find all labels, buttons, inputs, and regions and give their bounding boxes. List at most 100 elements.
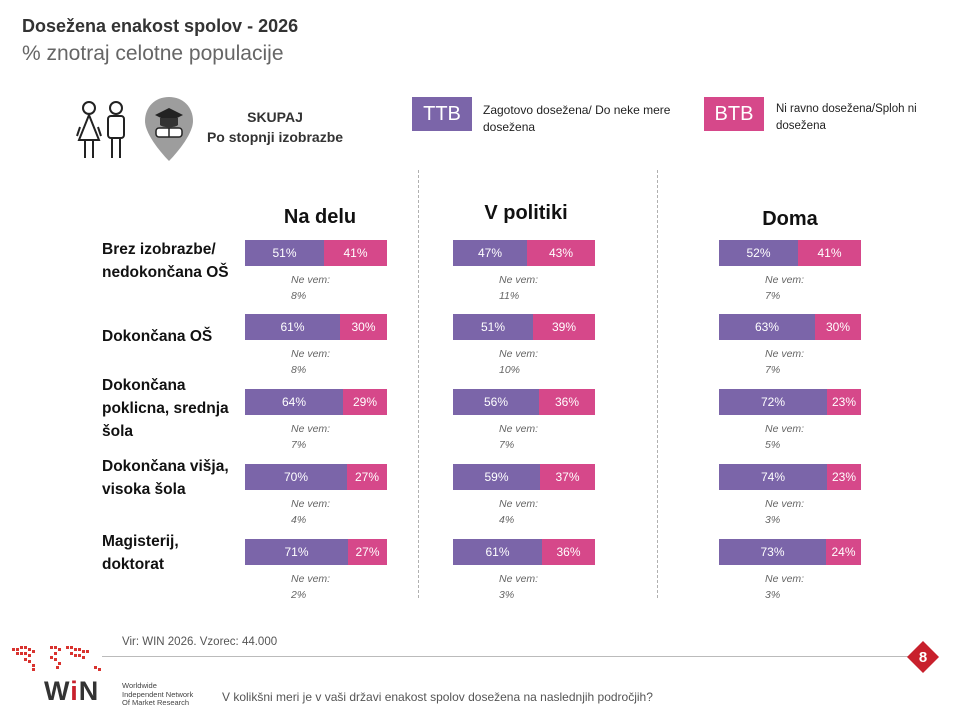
stacked-bar: 61% 30%: [245, 314, 387, 340]
ne-vem-text: Ne vem:: [765, 423, 805, 435]
ne-vem-text: Ne vem:: [291, 423, 331, 435]
row-label: Magisterij, doktorat: [102, 533, 179, 573]
ne-vem-value: 8%: [291, 364, 307, 376]
stacked-bar: 71% 27%: [245, 539, 387, 565]
bar-segment-ttb: 52%: [719, 240, 798, 266]
row-label: Dokončana poklicna, srednja šola: [102, 377, 229, 440]
ne-vem-text: Ne vem:: [499, 498, 539, 510]
ne-vem-text: Ne vem:: [291, 348, 331, 360]
bar-segment-ttb: 61%: [453, 539, 542, 565]
ne-vem-text: Ne vem:: [499, 423, 539, 435]
ne-vem-value: 3%: [499, 589, 515, 601]
bar-segment-ttb: 59%: [453, 464, 540, 490]
ne-vem-text: Ne vem:: [291, 274, 331, 286]
stacked-bar: 74% 23%: [719, 464, 861, 490]
bar-segment-btb: 43%: [527, 240, 595, 266]
ne-vem-value: 10%: [499, 364, 521, 376]
ne-vem-value: 5%: [765, 439, 781, 451]
bar-segment-btb: 36%: [539, 389, 595, 415]
ne-vem-label: Ne vem: 7%: [765, 346, 804, 378]
page-subtitle: % znotraj celotne populacije: [22, 42, 284, 65]
ne-vem-value: 7%: [291, 439, 307, 451]
ne-vem-text: Ne vem:: [499, 573, 539, 585]
ne-vem-text: Ne vem:: [765, 498, 805, 510]
row-label: Brez izobrazbe/ nedokončana OŠ: [102, 241, 229, 281]
row-label: Dokončana višja, visoka šola: [102, 458, 229, 498]
bar-segment-btb: 36%: [542, 539, 595, 565]
ne-vem-label: Ne vem: 7%: [765, 272, 804, 304]
stacked-bar: 51% 39%: [453, 314, 595, 340]
ne-vem-label: Ne vem: 11%: [499, 272, 538, 304]
ne-vem-text: Ne vem:: [291, 498, 331, 510]
ne-vem-text: Ne vem:: [765, 573, 805, 585]
bar-segment-ttb: 70%: [245, 464, 347, 490]
panel-title-na-delu: Na delu: [283, 206, 357, 228]
ne-vem-value: 7%: [765, 290, 781, 302]
stacked-bar: 47% 43%: [453, 240, 595, 266]
ne-vem-label: Ne vem: 3%: [499, 571, 538, 603]
ne-vem-text: Ne vem:: [291, 573, 331, 585]
page-badge-icon: [907, 641, 939, 673]
ne-vem-text: Ne vem:: [499, 348, 539, 360]
logo-letter: i: [70, 676, 79, 706]
bar-segment-btb: 29%: [343, 389, 387, 415]
survey-question: V kolikšni meri je v vaši državi enakost…: [222, 690, 653, 704]
bar-segment-ttb: 51%: [453, 314, 533, 340]
bar-segment-btb: 41%: [324, 240, 387, 266]
ne-vem-value: 7%: [765, 364, 781, 376]
ne-vem-label: Ne vem: 10%: [499, 346, 538, 378]
bar-segment-ttb: 72%: [719, 389, 827, 415]
ne-vem-label: Ne vem: 8%: [291, 272, 330, 304]
row-label: Dokončana OŠ: [102, 328, 213, 345]
page-title: Dosežena enakost spolov - 2026: [22, 16, 299, 36]
ne-vem-value: 7%: [499, 439, 515, 451]
ne-vem-value: 11%: [499, 290, 520, 302]
bar-segment-ttb: 74%: [719, 464, 827, 490]
ne-vem-value: 3%: [765, 514, 781, 526]
panel-divider: [657, 170, 658, 598]
logo-tagline-line: Worldwide: [122, 681, 157, 690]
bar-segment-ttb: 47%: [453, 240, 527, 266]
stacked-bar: 63% 30%: [719, 314, 861, 340]
segment-line2: Po stopnji izobrazbe: [206, 129, 344, 145]
stacked-bar: 61% 36%: [453, 539, 595, 565]
ne-vem-label: Ne vem: 8%: [291, 346, 330, 378]
bar-segment-ttb: 73%: [719, 539, 826, 565]
ne-vem-text: Ne vem:: [765, 348, 805, 360]
ne-vem-text: Ne vem:: [765, 274, 805, 286]
bar-segment-btb: 27%: [348, 539, 387, 565]
logo-letter: N: [78, 676, 100, 706]
segment-label: SKUPAJ Po stopnji izobrazbe: [180, 107, 370, 147]
ne-vem-value: 3%: [765, 589, 781, 601]
bar-segment-btb: 27%: [347, 464, 387, 490]
legend-ttb-text: Zagotovo dosežena/ Do neke mere dosežena: [483, 103, 671, 134]
bar-segment-btb: 24%: [826, 539, 861, 565]
bar-segment-btb: 30%: [340, 314, 387, 340]
win-logo-map: [12, 646, 101, 671]
bar-segment-btb: 23%: [827, 464, 861, 490]
bar-segment-btb: 37%: [540, 464, 595, 490]
stacked-bar: 73% 24%: [719, 539, 861, 565]
stacked-bar: 59% 37%: [453, 464, 595, 490]
ne-vem-label: Ne vem: 2%: [291, 571, 330, 603]
graduation-pin-icon: [145, 97, 193, 161]
page-number: 8: [918, 648, 928, 666]
people-icon: [76, 101, 125, 158]
ne-vem-value: 4%: [291, 514, 307, 526]
bar-segment-btb: 41%: [798, 240, 861, 266]
ne-vem-value: 8%: [291, 290, 307, 302]
bar-segment-ttb: 71%: [245, 539, 348, 565]
logo-letter: W: [44, 676, 71, 706]
bar-segment-btb: 23%: [827, 389, 861, 415]
bar-segment-btb: 39%: [533, 314, 595, 340]
bar-segment-ttb: 56%: [453, 389, 539, 415]
ne-vem-text: Ne vem:: [499, 274, 539, 286]
panel-divider: [418, 170, 419, 598]
stacked-bar: 72% 23%: [719, 389, 861, 415]
logo-tagline-line: Independent Network: [122, 689, 194, 699]
bar-segment-ttb: 51%: [245, 240, 324, 266]
bar-segment-ttb: 61%: [245, 314, 340, 340]
ne-vem-value: 4%: [499, 514, 515, 526]
panel-title-v-politiki: V politiki: [484, 202, 568, 224]
stacked-bar: 51% 41%: [245, 240, 387, 266]
